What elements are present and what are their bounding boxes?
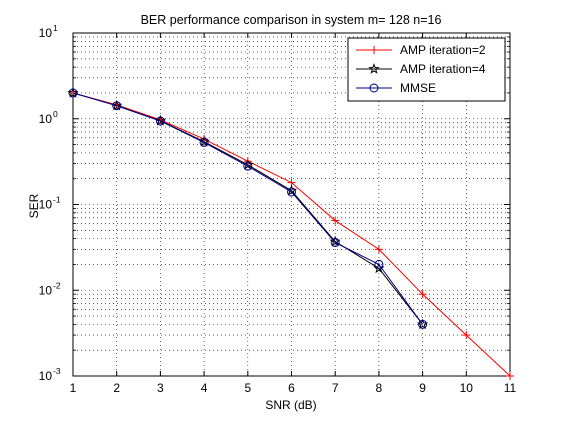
x-axis-label: SNR (dB) bbox=[265, 398, 316, 412]
y-tick-exponent: -3 bbox=[53, 366, 61, 376]
x-tick-label: 11 bbox=[504, 381, 517, 395]
data-point bbox=[374, 259, 384, 269]
y-tick-label: 10 bbox=[39, 198, 53, 212]
y-axis-label: SER bbox=[27, 193, 41, 218]
data-point bbox=[155, 116, 165, 126]
data-point bbox=[67, 87, 79, 98]
x-tick-label: 10 bbox=[460, 381, 474, 395]
data-point bbox=[506, 372, 514, 380]
legend-item: AMP iteration=2 bbox=[356, 43, 486, 57]
data-point bbox=[112, 101, 122, 111]
legend-marker bbox=[369, 83, 379, 93]
legend-marker bbox=[368, 63, 380, 74]
data-point bbox=[243, 161, 253, 171]
legend-item: AMP iteration=4 bbox=[356, 62, 486, 76]
x-tick-label: 1 bbox=[70, 381, 77, 395]
chart-title: BER performance comparison in system m= … bbox=[141, 13, 442, 27]
x-tick-label: 4 bbox=[201, 381, 208, 395]
x-tick-label: 8 bbox=[376, 381, 383, 395]
data-point bbox=[418, 319, 428, 329]
data-point bbox=[374, 245, 383, 254]
y-tick-exponent: -2 bbox=[53, 280, 61, 290]
x-tick-label: 3 bbox=[157, 381, 164, 395]
legend-item: MMSE bbox=[356, 81, 436, 95]
y-tick-exponent: 0 bbox=[53, 109, 58, 119]
y-tick-label: 10 bbox=[39, 369, 53, 383]
y-tick-exponent: 1 bbox=[53, 23, 58, 33]
y-tick-label: 10 bbox=[39, 112, 53, 126]
x-tick-label: 7 bbox=[332, 381, 339, 395]
series-line bbox=[72, 92, 424, 325]
legend-label: AMP iteration=2 bbox=[400, 43, 486, 57]
series-3 bbox=[68, 88, 428, 329]
x-tick-label: 2 bbox=[113, 381, 120, 395]
data-point bbox=[331, 216, 340, 225]
data-point bbox=[418, 290, 427, 299]
y-tick-exponent: -1 bbox=[53, 195, 61, 205]
x-tick-label: 5 bbox=[244, 381, 251, 395]
x-ticks: 1 2 3 4 5 6 7 8 9 10 11 bbox=[70, 33, 517, 395]
y-tick-label: 10 bbox=[39, 283, 53, 297]
legend-label: MMSE bbox=[400, 81, 436, 95]
legend-marker bbox=[370, 46, 378, 54]
legend-label: AMP iteration=4 bbox=[400, 62, 486, 76]
data-point bbox=[462, 331, 471, 340]
data-point bbox=[199, 137, 209, 147]
data-point bbox=[416, 318, 429, 330]
x-tick-label: 9 bbox=[419, 381, 426, 395]
x-tick-label: 6 bbox=[288, 381, 295, 395]
y-tick-label: 10 bbox=[39, 26, 53, 40]
legend: AMP iteration=2 AMP iteration=4 MMSE bbox=[347, 37, 506, 102]
data-point bbox=[68, 88, 78, 98]
data-point bbox=[287, 187, 296, 197]
data-point bbox=[330, 238, 340, 248]
